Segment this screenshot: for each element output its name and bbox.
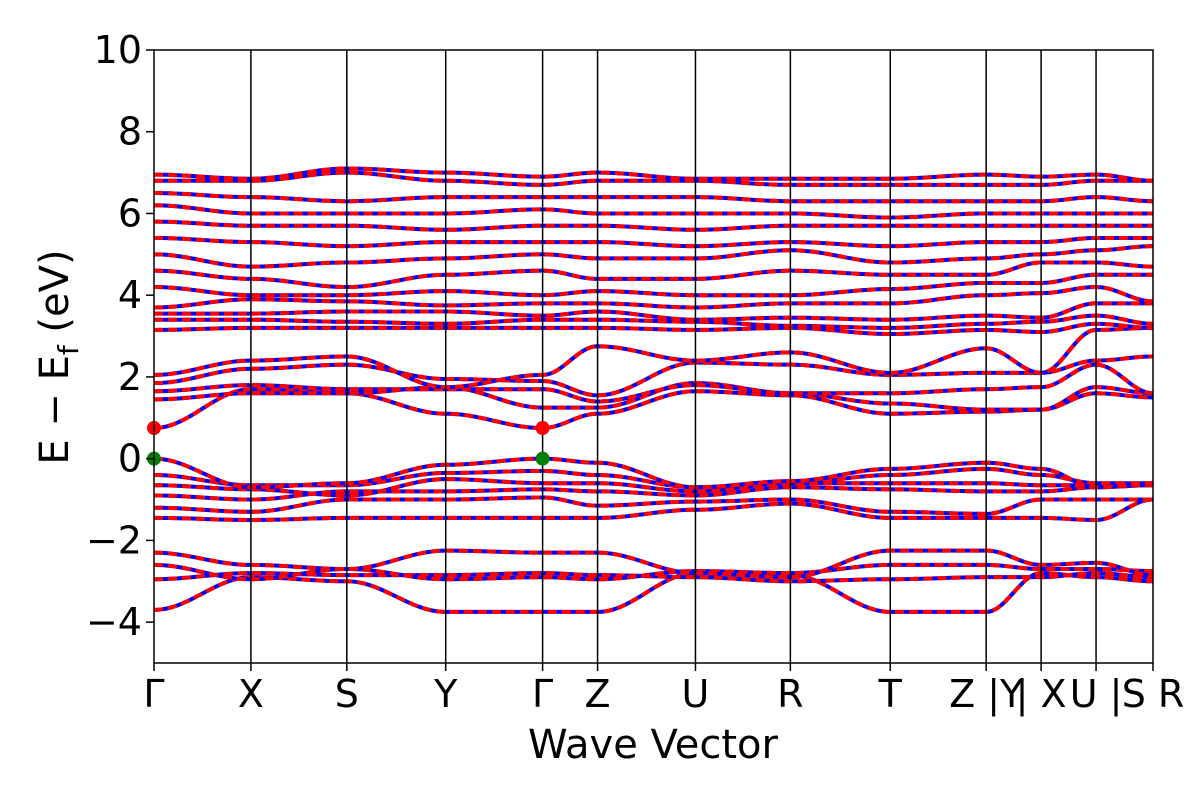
y-tick-label: 8 [118,110,142,154]
band-line-spin-up [154,362,1153,404]
x-tick-label: Γ [143,672,164,716]
band-25 [154,203,1153,220]
vbm-marker [535,451,550,466]
x-tick-label: Y [433,672,458,716]
y-axis-label-sub: f [52,344,85,355]
band-26 [154,191,1153,204]
band-line-spin-up [154,203,1153,220]
x-tick-label: Γ [532,672,553,716]
x-tick-label: U [682,672,710,716]
cbm-marker [535,421,550,436]
y-tick-label: −2 [86,518,142,562]
band-line-spin-down [154,235,1153,249]
bands-layer [154,166,1153,614]
x-tick-label: U | [1070,672,1123,717]
x-tick-label: | X [1016,672,1067,717]
x-tick-label: T [878,672,903,716]
band-line-spin-down [154,191,1153,204]
y-tick-label: −4 [86,600,142,644]
x-axis-label: Wave Vector [528,722,779,768]
band-line-spin-down [154,325,1153,390]
band-19 [154,285,1153,310]
x-tick-label: R [777,672,803,716]
y-tick-label: 10 [94,28,142,72]
band-15 [154,325,1153,390]
y-tick-label: 0 [118,437,142,481]
svg-text:E − Ef (eV): E − Ef (eV) [32,249,85,464]
band-line-spin-down [154,362,1153,404]
extrema-markers [147,421,550,466]
plot-frame [153,49,1154,664]
band-line-spin-down [154,219,1153,232]
y-tick-label: 2 [118,355,142,399]
x-tick-label: Z |Y [949,672,1024,717]
x-tick-label: X [238,672,264,716]
kpoint-lines [250,50,1097,663]
band-line-spin-down [154,285,1153,310]
band-13 [154,362,1153,404]
band-24 [154,219,1153,232]
y-axis: −4 −2 0 2 4 6 8 10 [86,28,154,644]
band-22 [154,244,1153,269]
band-23 [154,235,1153,249]
x-tick-label: S R [1122,672,1185,716]
x-tick-label: S [335,672,359,716]
y-axis-label: E − Ef (eV) [32,249,85,464]
y-axis-label-main: E − E [32,355,78,465]
y-axis-label-unit: (eV) [32,249,78,332]
band-line-spin-down [154,244,1153,269]
x-tick-label: Z [585,672,611,716]
y-tick-label: 4 [118,273,142,317]
band-line-spin-down [154,203,1153,220]
y-tick-label: 6 [118,191,142,235]
